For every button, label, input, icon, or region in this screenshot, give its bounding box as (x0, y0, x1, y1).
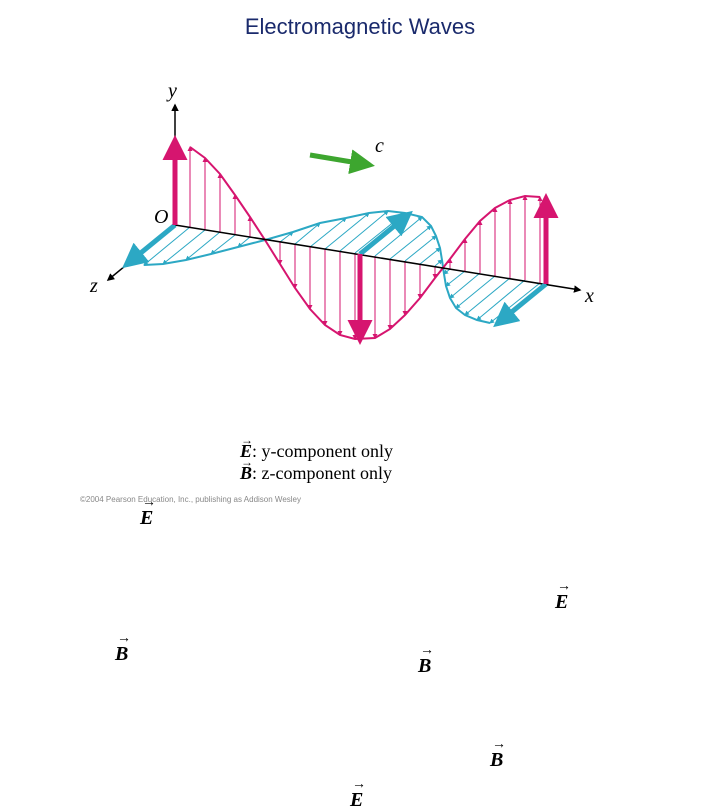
axis-label-x: x (585, 285, 594, 308)
b-label-3: B (418, 655, 720, 678)
axis-label-y: y (168, 80, 177, 103)
e-label-1: E (140, 507, 700, 530)
page-title: Electromagnetic Waves (0, 0, 720, 40)
caption: E: y-component only B: z-component only (240, 440, 393, 484)
axis-label-z: z (90, 275, 98, 298)
e-label-2: E (555, 591, 720, 614)
caption-b-text: : z-component only (252, 463, 392, 483)
e-label-3: E (350, 789, 720, 812)
b-label-2: B (490, 749, 720, 772)
copyright-text: ©2004 Pearson Education, Inc., publishin… (80, 495, 301, 504)
caption-b-symbol: B (240, 462, 252, 484)
origin-label: O (154, 206, 168, 229)
em-wave-svg (80, 80, 640, 430)
caption-e-text: : y-component only (252, 441, 393, 461)
speed-label: c (375, 135, 384, 158)
